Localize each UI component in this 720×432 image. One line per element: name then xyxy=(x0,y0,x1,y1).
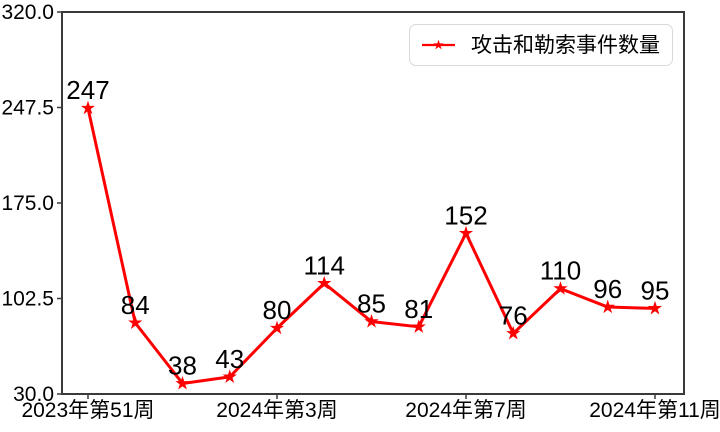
y-tick-label: 320.0 xyxy=(1,1,54,24)
x-tick-label: 2023年第51周 xyxy=(21,399,154,422)
legend-line-star-icon xyxy=(422,39,455,50)
data-point-star-marker xyxy=(269,320,285,335)
x-tick-label: 2024年第7周 xyxy=(405,399,526,422)
data-point-label: 96 xyxy=(593,274,622,304)
data-point-label: 85 xyxy=(357,289,386,319)
legend-label: 攻击和勒索事件数量 xyxy=(471,33,660,57)
data-point-label: 76 xyxy=(499,300,528,330)
data-point-label: 114 xyxy=(304,250,345,280)
y-tick-label: 30.0 xyxy=(13,383,54,406)
data-point-star-marker xyxy=(222,369,237,383)
data-point-label: 84 xyxy=(121,290,150,320)
legend-star-icon xyxy=(433,39,444,50)
data-point-star-marker xyxy=(317,275,332,290)
data-point-label: 38 xyxy=(168,350,197,380)
data-point-star-marker xyxy=(553,281,568,295)
data-point-star-marker xyxy=(80,100,96,115)
y-tick-label: 247.5 xyxy=(1,97,54,120)
x-tick-label: 2024年第11周 xyxy=(589,399,720,422)
data-point-star-marker xyxy=(411,319,426,333)
data-point-star-marker xyxy=(175,375,190,390)
data-point-star-marker xyxy=(506,325,521,340)
data-point-label: 43 xyxy=(215,344,244,374)
data-point-star-marker xyxy=(364,314,379,328)
data-point-label: 152 xyxy=(444,200,487,230)
data-point-label: 80 xyxy=(263,295,292,325)
plot-frame xyxy=(61,11,685,395)
series-line xyxy=(86,107,656,385)
data-point-star-marker xyxy=(600,299,615,314)
data-point-label: 247 xyxy=(66,75,109,105)
data-point-label: 81 xyxy=(404,294,433,324)
x-tick-label: 2024年第3周 xyxy=(216,399,337,422)
data-point-star-marker xyxy=(458,225,474,240)
y-tick-label: 102.5 xyxy=(1,288,54,311)
data-point-star-marker xyxy=(647,300,663,315)
y-tick-label: 175.0 xyxy=(1,192,54,215)
data-point-label: 110 xyxy=(540,256,581,286)
data-point-star-marker xyxy=(128,315,143,329)
data-point-label: 95 xyxy=(641,275,670,305)
legend: 攻击和勒索事件数量 xyxy=(409,24,673,66)
